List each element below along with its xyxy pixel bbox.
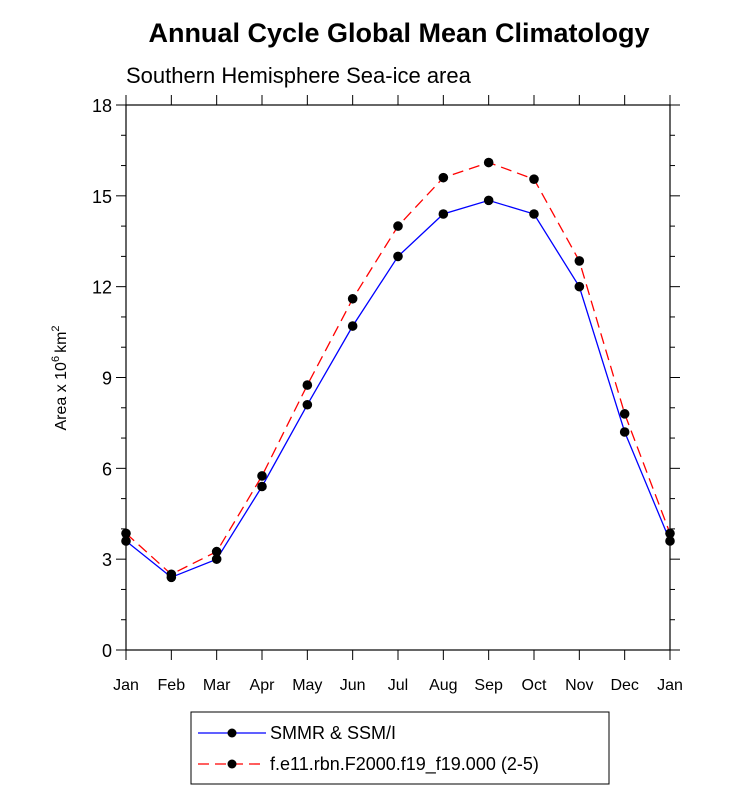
- data-point-series-1: [574, 281, 585, 292]
- y-tick-label: 9: [102, 369, 112, 389]
- data-point-series-2: [302, 380, 313, 390]
- x-tick-label: Jan: [657, 677, 683, 694]
- data-point-series-2: [574, 256, 585, 266]
- data-point-series-2: [211, 546, 222, 557]
- data-point-series-1: [393, 251, 403, 262]
- data-point-series-2: [121, 528, 131, 539]
- legend-marker-series-1: [227, 728, 237, 738]
- data-point-series-2: [257, 471, 267, 481]
- y-tick-label: 6: [102, 459, 112, 479]
- data-point-series-2: [483, 157, 494, 168]
- data-point-series-1: [347, 321, 358, 331]
- legend-marker-series-2: [227, 759, 237, 769]
- y-tick-label: 3: [102, 550, 112, 570]
- x-tick-label: Dec: [610, 677, 638, 694]
- x-tick-label: Aug: [429, 677, 457, 694]
- plot-frame: [125, 104, 671, 651]
- data-point-series-1: [121, 536, 131, 546]
- x-tick-label: May: [292, 677, 322, 694]
- x-tick-label: Nov: [565, 677, 593, 694]
- legend-label-series-2: f.e11.rbn.F2000.f19_f19.000 (2-5): [270, 754, 539, 775]
- y-tick-label: 18: [92, 96, 112, 116]
- data-point-series-1: [483, 195, 494, 206]
- legend: SMMR & SSM/I f.e11.rbn.F2000.f19_f19.000…: [190, 711, 610, 785]
- data-point-series-1: [529, 209, 539, 219]
- legend-label-series-1: SMMR & SSM/I: [270, 723, 396, 743]
- data-point-series-2: [166, 569, 177, 580]
- data-point-series-1: [257, 481, 267, 492]
- data-point-series-2: [529, 174, 539, 184]
- data-point-series-1: [302, 399, 313, 410]
- series-layer: [121, 157, 675, 583]
- data-point-series-1: [438, 209, 449, 219]
- data-point-series-1: [211, 554, 222, 564]
- data-point-series-1: [665, 536, 675, 546]
- x-tick-label: Jan: [113, 677, 139, 694]
- data-point-series-2: [438, 172, 449, 183]
- chart-title: Annual Cycle Global Mean Climatology: [148, 18, 649, 48]
- data-point-series-2: [665, 528, 675, 539]
- x-tick-label: Jun: [340, 677, 366, 694]
- data-point-series-2: [347, 293, 358, 304]
- data-point-series-1: [619, 427, 630, 437]
- y-tick-label: 15: [92, 187, 112, 207]
- y-axis-label-unit: km: [53, 332, 70, 353]
- data-point-series-2: [619, 409, 630, 419]
- y-axis-label-unit-exponent: 2: [50, 325, 62, 331]
- x-tick-label: Mar: [203, 677, 231, 694]
- x-tick-label: Oct: [522, 677, 547, 694]
- x-tick-label: Feb: [158, 677, 186, 694]
- x-tick-label: Sep: [474, 677, 503, 694]
- data-point-series-2: [393, 221, 403, 231]
- y-axis-label-text: Area x 10: [53, 362, 70, 431]
- axis-ticks: [116, 95, 680, 660]
- y-axis-label-exponent: 6: [50, 356, 62, 362]
- legend-box: [190, 711, 610, 785]
- x-tick-labels: Jan Feb Mar Apr May Jun Jul Aug Sep Oct Nov Dec Jan: [113, 677, 683, 694]
- y-tick-label: 0: [102, 641, 112, 661]
- x-tick-label: Jul: [388, 677, 408, 694]
- chart-subtitle: Southern Hemisphere Sea-ice area: [126, 63, 472, 88]
- x-tick-label: Apr: [250, 677, 276, 694]
- y-tick-label: 12: [92, 278, 112, 298]
- y-axis-label: Area x 106 km2: [50, 325, 70, 430]
- y-tick-labels: 0 3 6 9 12 15 18: [92, 96, 112, 661]
